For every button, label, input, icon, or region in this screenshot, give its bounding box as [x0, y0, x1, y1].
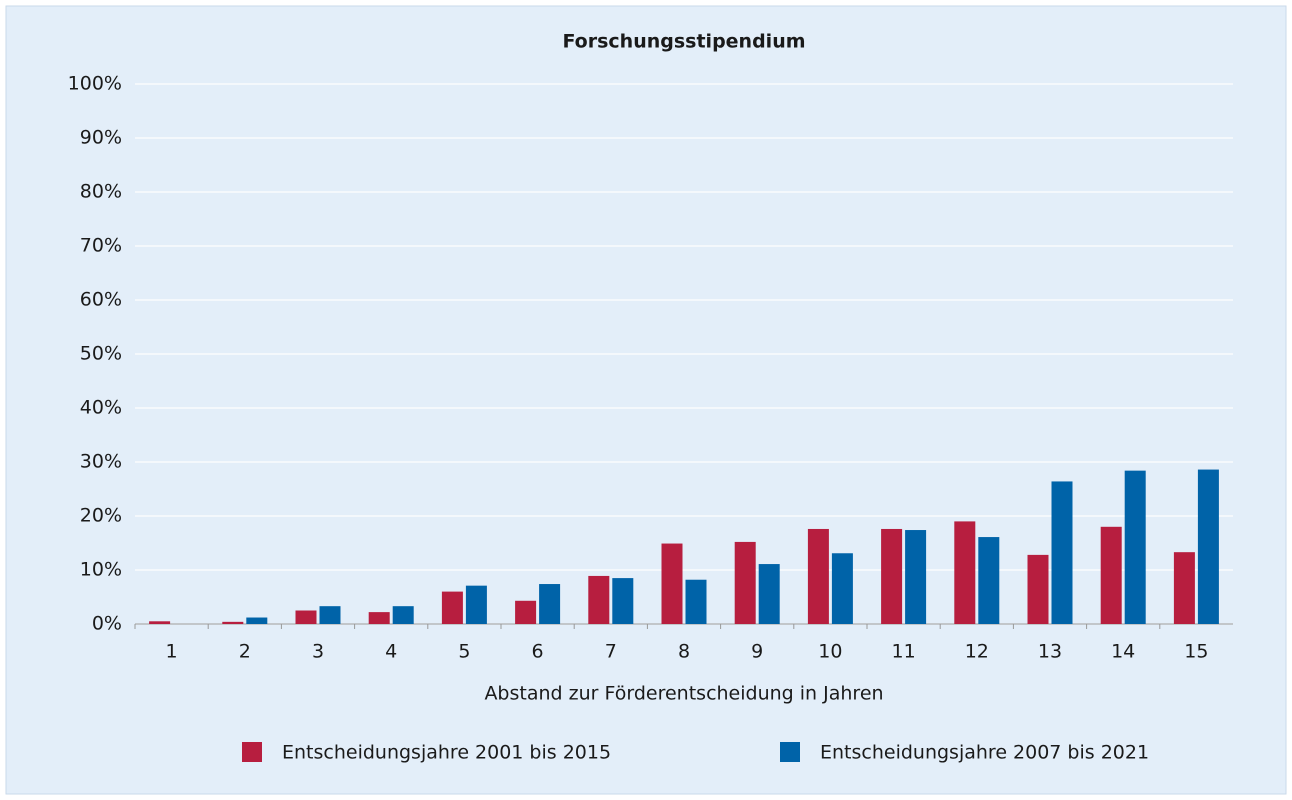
x-tick-label: 5 — [458, 641, 470, 663]
chart-title: Forschungsstipendium — [562, 31, 805, 53]
bar — [1197, 469, 1219, 624]
bar — [685, 579, 707, 624]
x-tick-label: 15 — [1184, 641, 1208, 663]
bar — [392, 606, 414, 624]
bar — [807, 528, 829, 624]
bar — [319, 606, 341, 624]
bar — [758, 564, 780, 624]
x-tick-label: 6 — [532, 641, 544, 663]
bar — [1051, 481, 1073, 624]
bar — [954, 521, 976, 624]
y-tick-label: 80% — [80, 181, 122, 203]
x-tick-label: 1 — [166, 641, 178, 663]
bar — [515, 600, 537, 624]
y-tick-label: 20% — [80, 505, 122, 527]
y-tick-label: 70% — [80, 235, 122, 257]
chart-background — [5, 5, 1287, 795]
y-tick-label: 40% — [80, 397, 122, 419]
bar — [246, 617, 268, 624]
bar — [612, 578, 634, 624]
bar — [465, 585, 487, 624]
y-tick-label: 60% — [80, 289, 122, 311]
x-tick-label: 9 — [751, 641, 763, 663]
y-tick-label: 50% — [80, 343, 122, 365]
x-tick-label: 13 — [1038, 641, 1062, 663]
bar — [1027, 554, 1049, 624]
y-tick-label: 90% — [80, 127, 122, 149]
x-tick-label: 4 — [385, 641, 397, 663]
legend-swatch — [780, 742, 800, 762]
x-tick-label: 10 — [818, 641, 842, 663]
bar — [368, 612, 390, 624]
bar — [441, 591, 463, 624]
bar — [881, 528, 903, 624]
bar — [1173, 552, 1195, 624]
bar — [539, 584, 561, 624]
x-tick-label: 14 — [1111, 641, 1135, 663]
bar — [588, 575, 610, 624]
bar — [1100, 526, 1122, 624]
y-tick-label: 30% — [80, 451, 122, 473]
x-tick-label: 12 — [965, 641, 989, 663]
x-tick-label: 7 — [605, 641, 617, 663]
bar — [149, 621, 171, 624]
x-tick-label: 8 — [678, 641, 690, 663]
bar — [222, 621, 244, 624]
y-tick-label: 10% — [80, 559, 122, 581]
bar — [734, 541, 756, 624]
x-tick-label: 11 — [892, 641, 916, 663]
bar — [295, 610, 317, 624]
y-tick-label: 0% — [92, 613, 122, 635]
bar — [905, 530, 927, 624]
x-axis-label: Abstand zur Förderentscheidung in Jahren — [484, 683, 883, 705]
legend-swatch — [242, 742, 262, 762]
bar — [978, 537, 1000, 624]
y-tick-label: 100% — [68, 73, 122, 95]
legend-label: Entscheidungsjahre 2001 bis 2015 — [282, 742, 611, 764]
bar — [1124, 470, 1146, 624]
x-tick-label: 2 — [239, 641, 251, 663]
bar — [661, 543, 683, 624]
bar — [831, 553, 853, 624]
x-tick-label: 3 — [312, 641, 324, 663]
legend-label: Entscheidungsjahre 2007 bis 2021 — [820, 742, 1149, 764]
